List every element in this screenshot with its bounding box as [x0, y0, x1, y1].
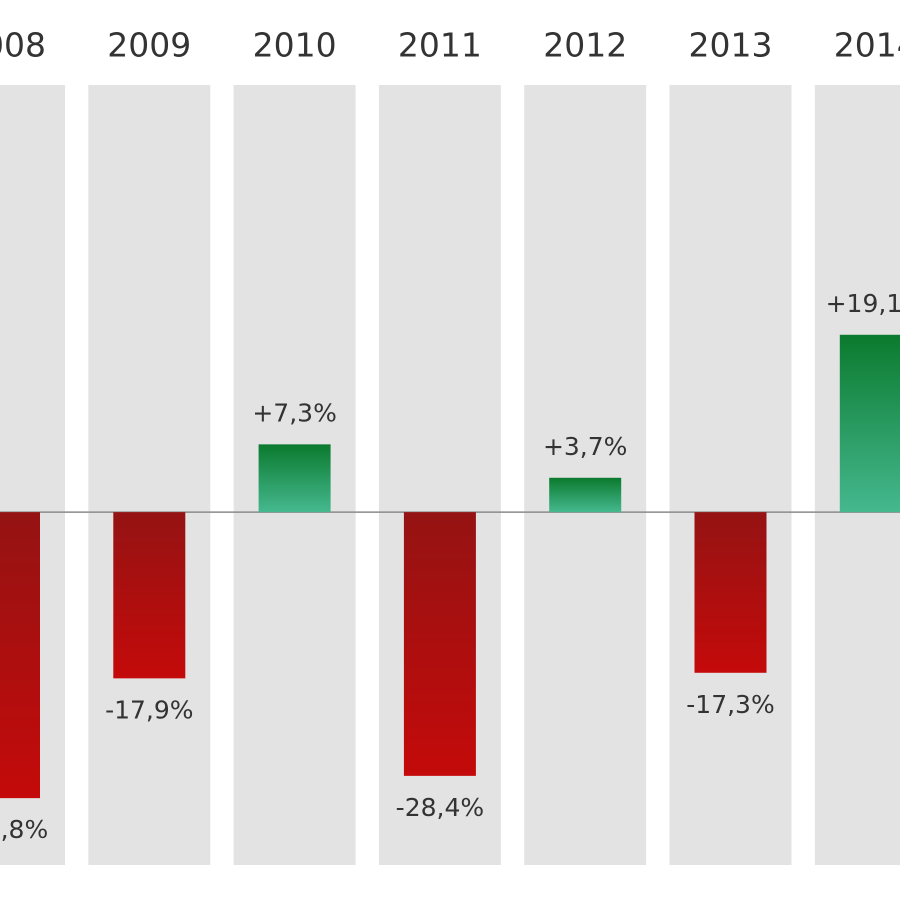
bar: [113, 512, 186, 679]
x-tick-label: 2009: [107, 26, 191, 65]
x-tick-label: 2014: [834, 26, 900, 65]
column-band: [88, 85, 211, 865]
x-tick-label: 2012: [543, 26, 627, 65]
column-band: [524, 85, 647, 865]
bar: [549, 477, 622, 513]
value-label: +19,1%: [826, 289, 900, 318]
bar: [258, 444, 331, 513]
bar: [839, 334, 900, 513]
x-tick-label: 2013: [689, 26, 773, 65]
x-tick-label: 2011: [398, 26, 482, 65]
x-tick-label: 2008: [0, 26, 46, 65]
bar: [694, 512, 767, 673]
bar: [0, 512, 40, 799]
value-label: -28,4%: [396, 793, 484, 822]
value-label: +7,3%: [252, 398, 336, 427]
value-label: +3,7%: [543, 432, 627, 461]
x-tick-label: 2010: [253, 26, 337, 65]
value-label: -17,9%: [105, 695, 193, 724]
value-label: -17,3%: [686, 690, 774, 719]
bar: [403, 512, 476, 776]
value-label: -30,8%: [0, 815, 48, 844]
column-band: [669, 85, 792, 865]
